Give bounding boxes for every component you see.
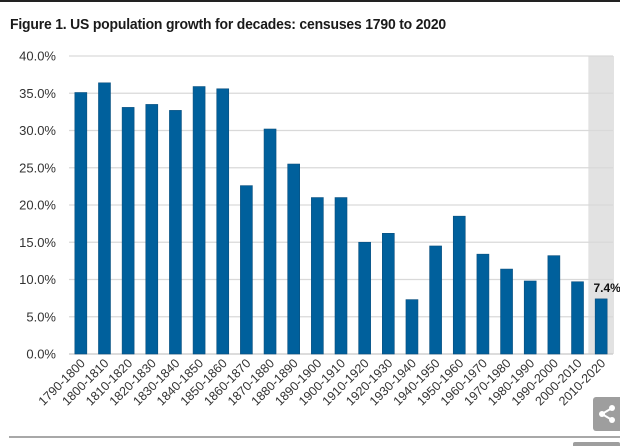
top-border-rule: [0, 0, 620, 2]
bar: [571, 281, 584, 355]
y-tick-label: 5.0%: [26, 309, 56, 324]
y-tick-label: 35.0%: [19, 86, 56, 101]
bottom-tab: [573, 442, 620, 446]
x-axis-tick-labels: 1790-18001800-18101810-18201820-18301830…: [36, 356, 609, 408]
bar: [169, 110, 182, 355]
bar: [382, 233, 395, 355]
bar: [121, 107, 135, 355]
bar: [192, 86, 206, 355]
bar: [547, 255, 561, 355]
data-label: 7.4%: [593, 281, 620, 295]
annotations: 7.4%: [593, 281, 620, 295]
share-button[interactable]: [593, 397, 620, 431]
bar: [429, 245, 442, 355]
y-axis-tick-labels: 0.0% 5.0% 10.0% 15.0% 20.0% 25.0% 30.0% 35.0% 40…: [19, 49, 56, 362]
bars: [74, 82, 608, 355]
y-tick-label: 15.0%: [19, 235, 56, 250]
bottom-divider: [9, 436, 620, 438]
bar: [287, 163, 300, 355]
bar: [263, 128, 277, 355]
bar: [74, 92, 88, 355]
bar: [358, 241, 371, 355]
y-tick-label: 10.0%: [19, 272, 56, 287]
y-tick-label: 25.0%: [19, 160, 56, 175]
bar: [240, 185, 253, 355]
bar: [334, 197, 348, 355]
bar: [98, 82, 111, 355]
bar: [452, 215, 466, 355]
bar: [311, 197, 324, 355]
bar: [500, 268, 513, 355]
y-tick-label: 0.0%: [26, 347, 56, 362]
bar: [594, 298, 608, 355]
bar: [523, 280, 537, 355]
figure-title: Figure 1. US population growth for decad…: [10, 16, 446, 33]
bar: [145, 104, 159, 355]
y-tick-label: 40.0%: [19, 49, 56, 64]
y-tick-label: 30.0%: [19, 123, 56, 138]
share-icon: [598, 405, 615, 423]
y-tick-label: 20.0%: [19, 198, 56, 213]
bar: [216, 88, 230, 355]
bar: [405, 299, 419, 355]
bar: [476, 253, 490, 355]
